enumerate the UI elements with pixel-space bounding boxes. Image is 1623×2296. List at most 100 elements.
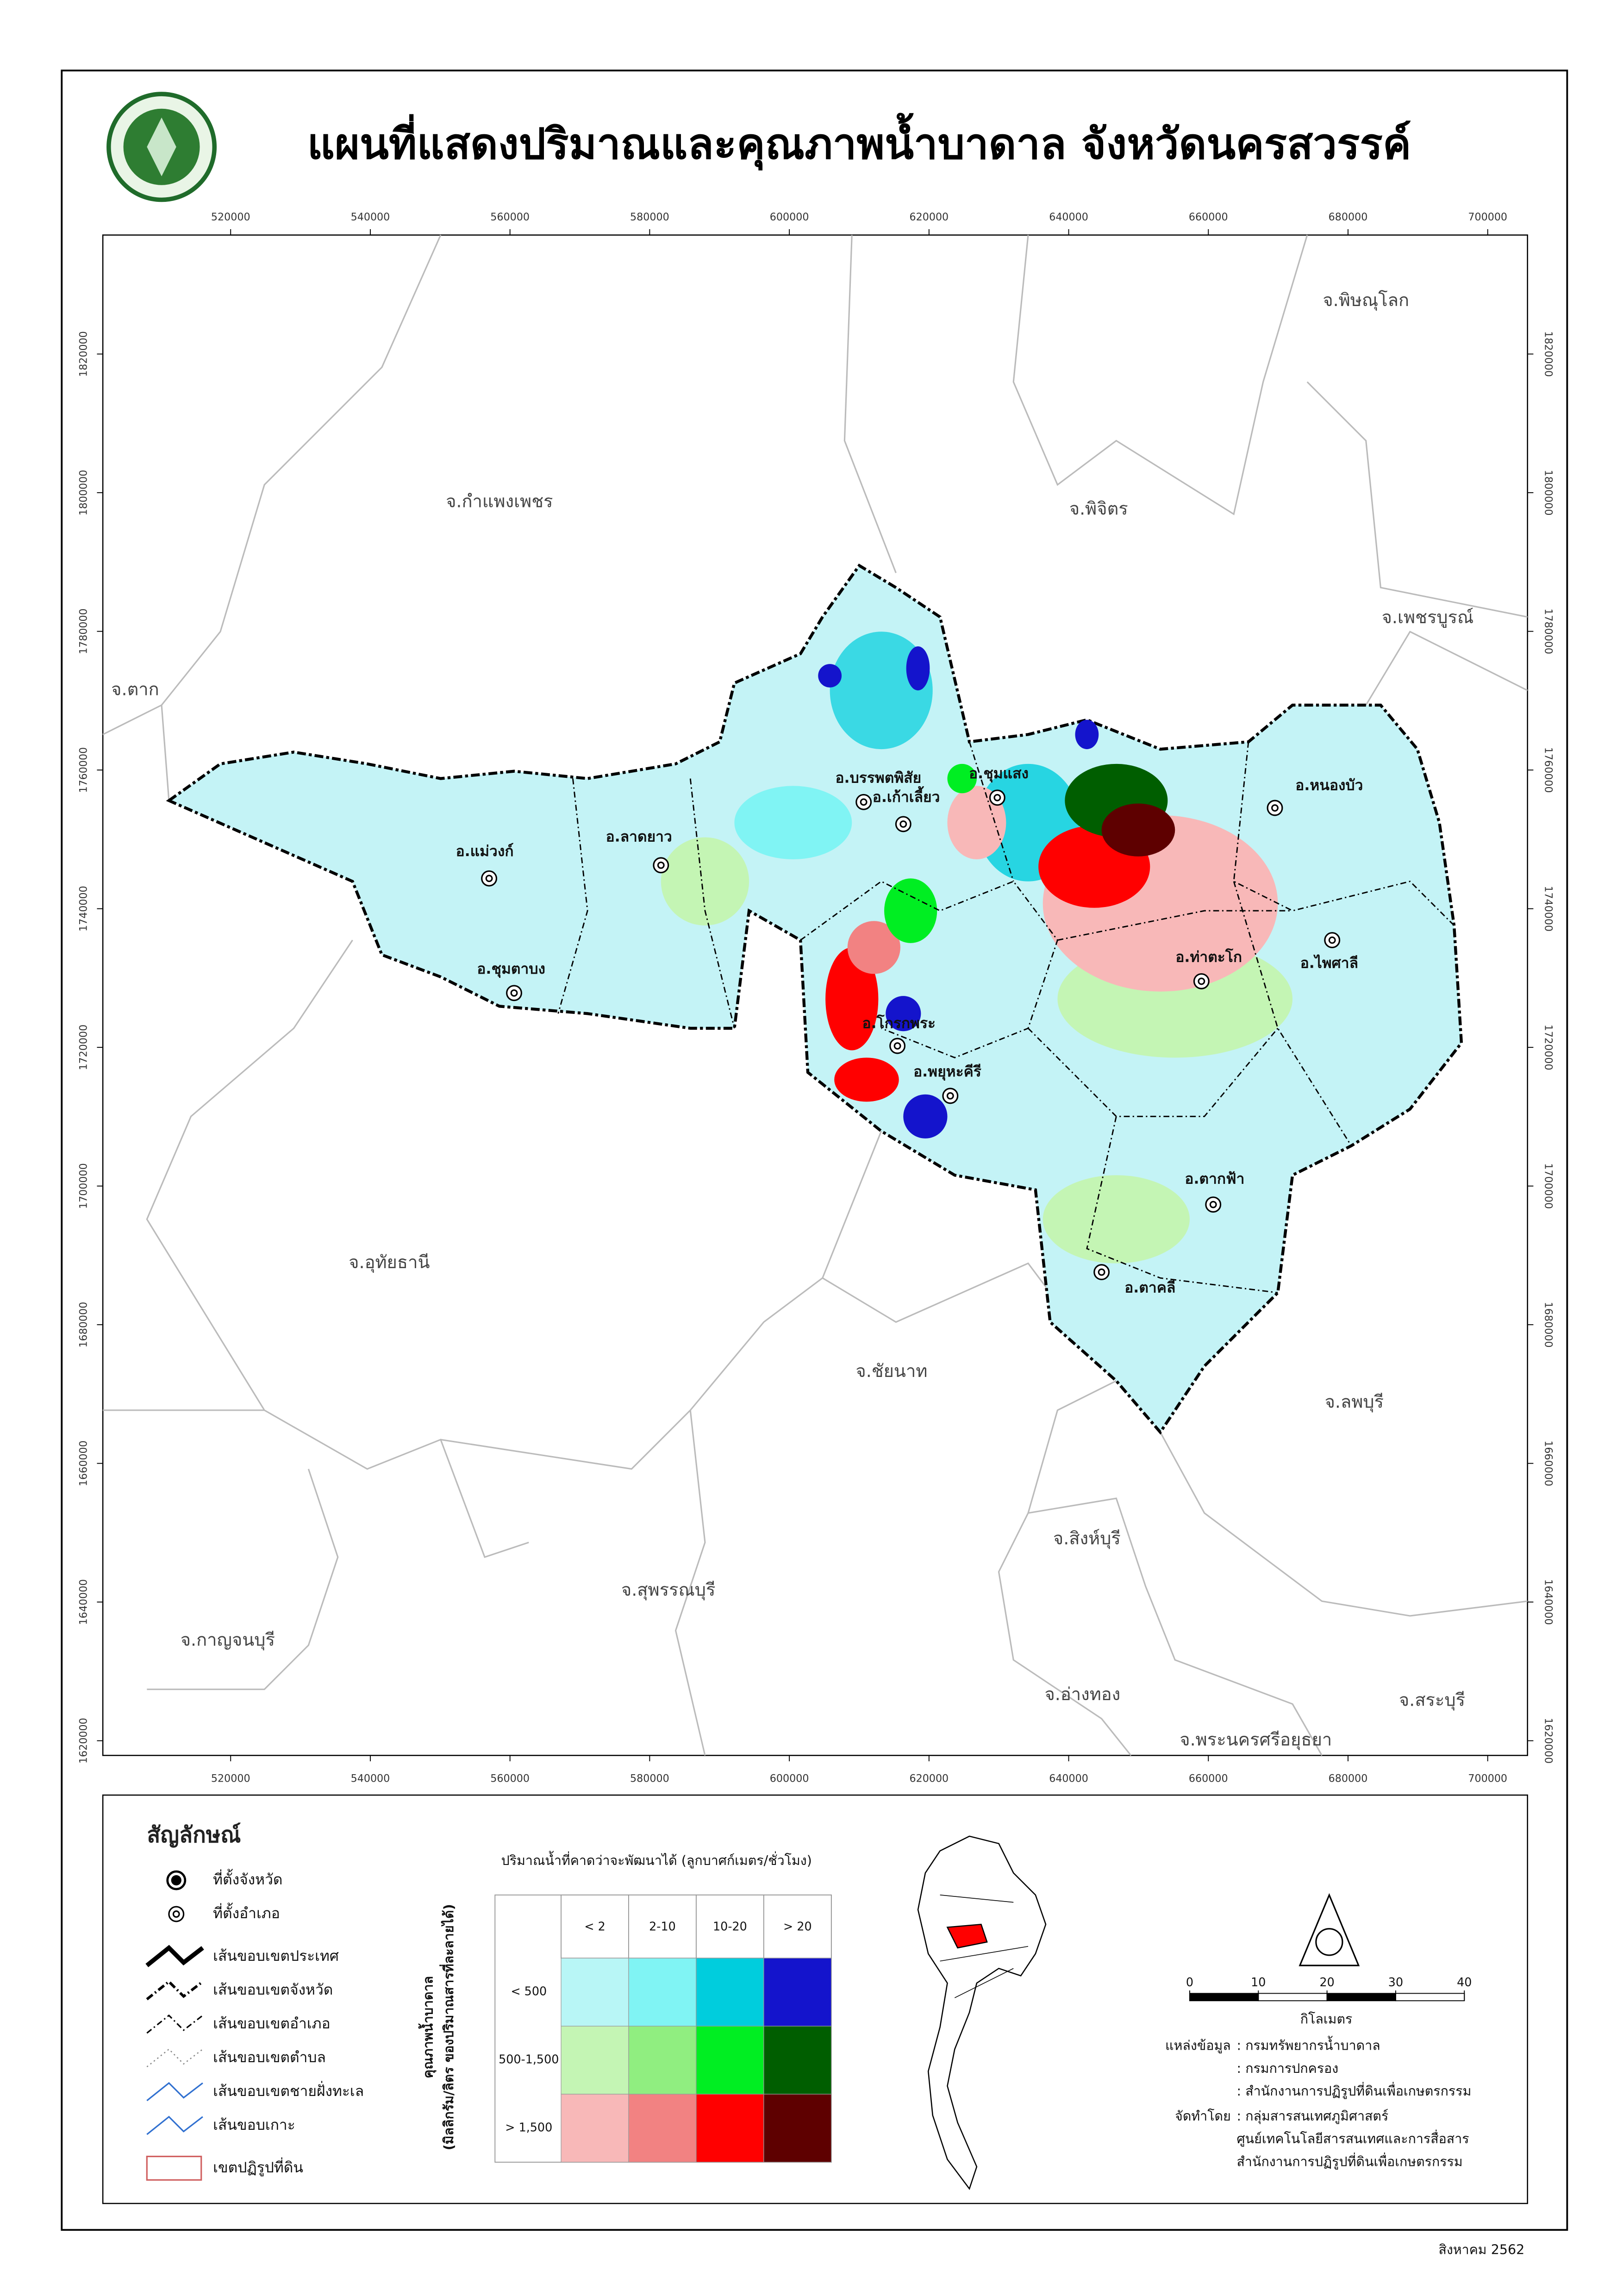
y-tick-label: 1800000 xyxy=(1542,470,1554,516)
district-boundaries xyxy=(557,741,1455,1294)
y-tick-label: 1760000 xyxy=(1542,747,1554,793)
district-label: อ.หนองบัว xyxy=(1295,777,1363,794)
y-tick-label: 1780000 xyxy=(77,608,89,654)
province-boundaries xyxy=(102,234,1528,1756)
credit-item: ศูนย์เทคโนโลยีสารสนเทศและการสื่อสาร xyxy=(1237,2130,1469,2147)
y-tick-label: 1640000 xyxy=(1542,1579,1554,1625)
x-tick-label: 700000 xyxy=(1468,1773,1507,1785)
province-label: จ.สระบุรี xyxy=(1399,1690,1465,1711)
matrix-cell xyxy=(628,1958,697,2027)
y-tick-label: 1620000 xyxy=(1542,1718,1554,1764)
north-arrow xyxy=(1298,1893,1360,1966)
credit-item: : สำนักงานการปฏิรูปที่ดินเพื่อเกษตรกรรม xyxy=(1237,2082,1472,2099)
matrix-cell xyxy=(763,1958,832,2027)
y-tick-label: 1820000 xyxy=(1542,331,1554,377)
matrix-cell xyxy=(561,2026,629,2095)
matrix-row-label: > 1,500 xyxy=(505,2121,552,2134)
legend-title: สัญลักษณ์ xyxy=(147,1822,241,1848)
scale-label: 0 xyxy=(1186,1975,1193,1989)
province-label: จ.พิจิตร xyxy=(1069,498,1128,519)
map-area xyxy=(102,234,1528,1756)
province-label: จ.กาญจนบุรี xyxy=(181,1629,275,1650)
matrix-y-title: คุณภาพน้ำบาดาล xyxy=(418,1976,437,2078)
scale-segment xyxy=(1189,1993,1259,2002)
district-label: อ.บรรพตพิสัย xyxy=(836,770,922,787)
province-label: จ.เพชรบูรณ์ xyxy=(1382,607,1474,628)
locator-map xyxy=(917,1835,1047,2190)
legend-item: ที่ตั้งจังหวัด xyxy=(213,1869,282,1888)
district-label: อ.ลาดยาว xyxy=(606,828,672,845)
y-tick-label: 1720000 xyxy=(77,1025,89,1070)
scale-segment xyxy=(1395,1993,1465,2002)
scale-label: 20 xyxy=(1319,1975,1334,1989)
district-label: อ.โกรกพระ xyxy=(862,1014,936,1032)
scale-label: 30 xyxy=(1388,1975,1403,1989)
scale-segment xyxy=(1258,1993,1328,2002)
legend-item: เส้นขอบเขตตำบล xyxy=(213,2049,326,2066)
province-label: จ.สิงห์บุรี xyxy=(1053,1528,1121,1549)
district-label: อ.ชุมตาบง xyxy=(477,961,545,978)
matrix-cell xyxy=(696,2026,764,2095)
y-tick-label: 1740000 xyxy=(77,886,89,932)
province-label: จ.ชัยนาท xyxy=(855,1361,927,1381)
x-tick-label: 660000 xyxy=(1189,211,1228,223)
y-tick-label: 1800000 xyxy=(77,470,89,516)
matrix-cell xyxy=(628,2026,697,2095)
matrix-cell xyxy=(696,2094,764,2163)
x-tick-label: 540000 xyxy=(351,211,390,223)
scale-unit: กิโลเมตร xyxy=(1300,2011,1353,2027)
credit-item: : กลุ่มสารสนเทศภูมิศาสตร์ xyxy=(1237,2108,1389,2124)
y-tick-label: 1820000 xyxy=(77,331,89,377)
legend-item: เส้นขอบเขตประเทศ xyxy=(213,1948,339,1964)
x-tick-label: 660000 xyxy=(1189,1773,1228,1785)
y-tick-label: 1660000 xyxy=(1542,1440,1554,1486)
y-tick-label: 1720000 xyxy=(1542,1025,1554,1070)
legend-item: เส้นขอบเกาะ xyxy=(213,2117,295,2133)
district-label: อ.เก้าเลี้ยว xyxy=(873,786,940,806)
province-label: จ.ลพบุรี xyxy=(1325,1391,1384,1412)
province-label: จ.พิษณุโลก xyxy=(1323,290,1409,311)
y-tick-label: 1780000 xyxy=(1542,608,1554,654)
province-label: จ.ตาก xyxy=(111,679,159,700)
district-label: อ.ท่าตะโก xyxy=(1175,948,1242,966)
credit-label: จัดทำโดย xyxy=(1175,2108,1231,2124)
matrix-header-cell xyxy=(763,1894,832,1959)
matrix-row-label: < 500 xyxy=(511,1984,547,1998)
legend-symbols xyxy=(145,1870,204,2181)
matrix-header-cell xyxy=(695,1894,764,1959)
province-label: จ.สุพรรณบุรี xyxy=(621,1580,716,1601)
district-label: อ.ตาคลี xyxy=(1124,1279,1175,1296)
matrix-cell xyxy=(763,2026,832,2095)
y-tick-label: 1700000 xyxy=(1542,1163,1554,1209)
x-tick-label: 640000 xyxy=(1049,211,1088,223)
legend-item: ที่ตั้งอำเภอ xyxy=(213,1902,280,1922)
matrix-cell xyxy=(696,1958,764,2027)
matrix-column-label: 10-20 xyxy=(713,1920,747,1933)
matrix-cell xyxy=(628,2094,697,2163)
y-tick-label: 1700000 xyxy=(77,1163,89,1209)
district-label: อ.แม่วงก์ xyxy=(456,843,514,860)
credit-item: สำนักงานการปฏิรูปที่ดินเพื่อเกษตรกรรม xyxy=(1237,2152,1463,2170)
y-tick-label: 1740000 xyxy=(1542,886,1554,932)
x-tick-label: 520000 xyxy=(211,1773,250,1785)
logo xyxy=(106,92,217,202)
y-tick-label: 1680000 xyxy=(77,1302,89,1348)
matrix-row-label: 500-1,500 xyxy=(499,2052,559,2066)
matrix-cell xyxy=(561,2094,629,2163)
matrix-x-title: ปริมาณน้ำที่คาดว่าจะพัฒนาได้ (ลูกบาศก์เม… xyxy=(501,1851,812,1869)
y-tick-label: 1640000 xyxy=(77,1579,89,1625)
legend-item: เส้นขอบเขตอำเภอ xyxy=(213,2015,331,2032)
y-tick-label: 1680000 xyxy=(1542,1302,1554,1348)
province-label: จ.อ่างทอง xyxy=(1044,1684,1120,1704)
x-tick-label: 600000 xyxy=(770,211,809,223)
matrix-y-subtitle: (มิลลิกรัม/ลิตร ของปริมาณสารที่ละลายได้) xyxy=(439,1904,456,2150)
matrix-cell xyxy=(763,2094,832,2163)
district-label: อ.พยุหะคีรี xyxy=(913,1064,981,1081)
date: สิงหาคม 2562 xyxy=(1439,2242,1525,2258)
x-tick-label: 520000 xyxy=(211,211,250,223)
map-title: แผนที่แสดงปริมาณและคุณภาพน้ำบาดาล จังหวั… xyxy=(307,113,1411,171)
matrix-cell xyxy=(561,1958,629,2027)
page-border xyxy=(61,69,1568,2231)
matrix-column-label: < 2 xyxy=(584,1920,605,1933)
credit-item: : กรมการปกครอง xyxy=(1237,2060,1339,2076)
